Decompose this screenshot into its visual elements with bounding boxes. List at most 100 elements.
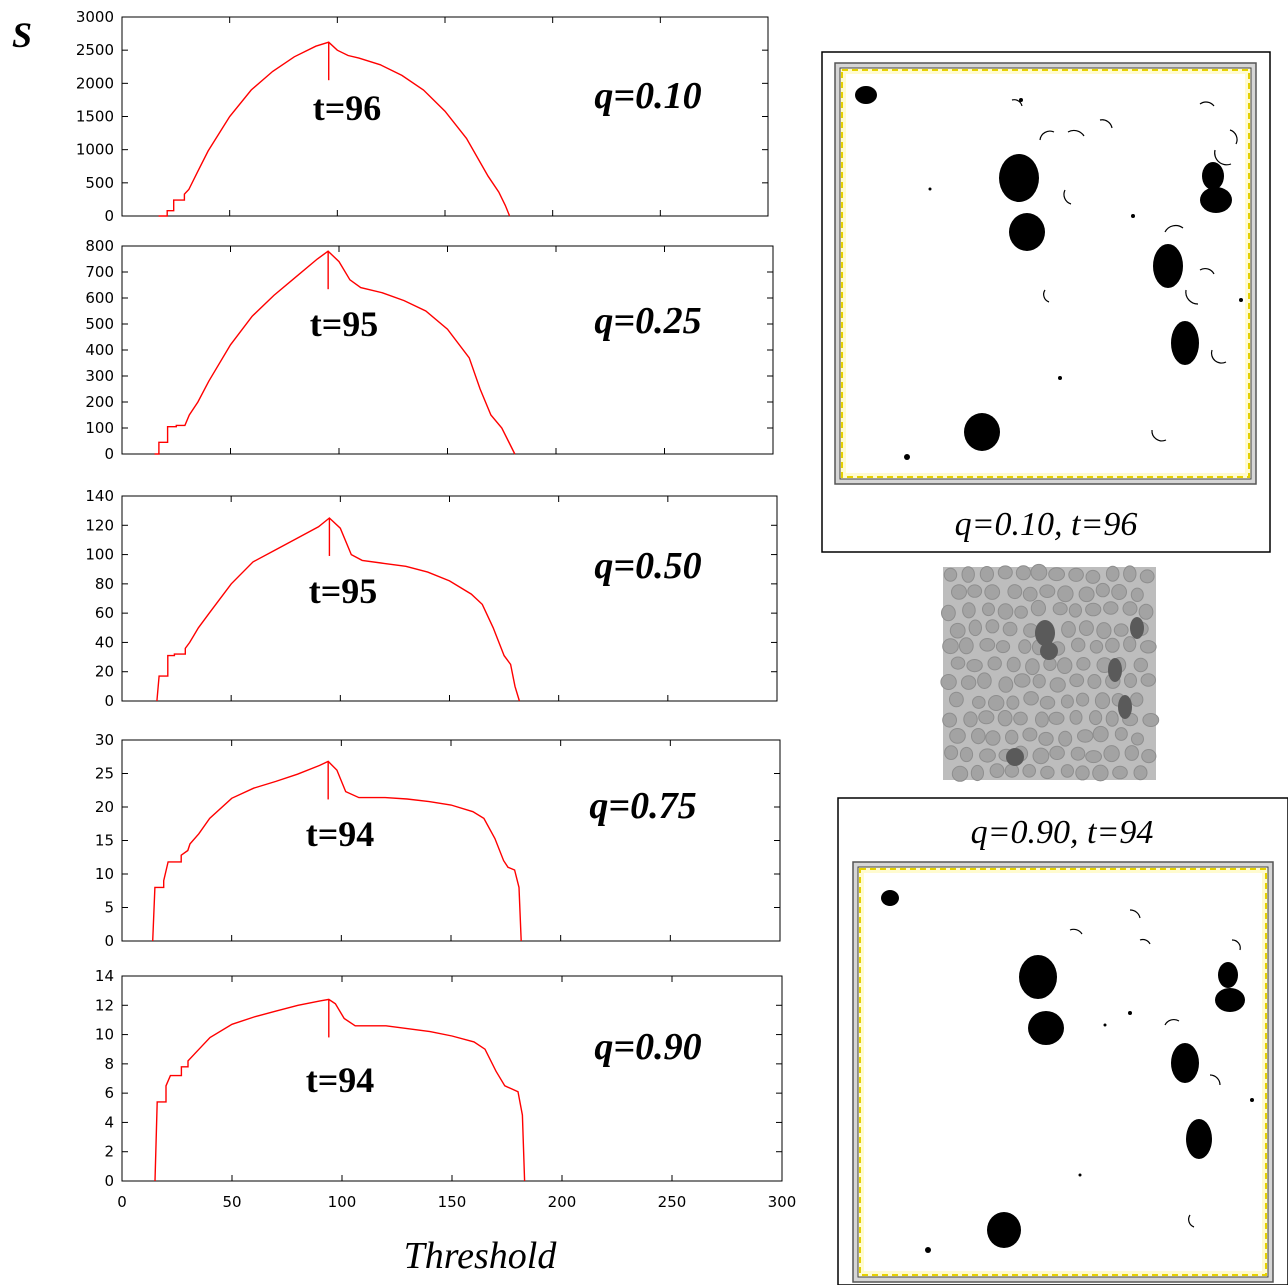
red-blood-cell <box>985 730 1001 746</box>
red-blood-cell <box>978 710 995 725</box>
threshold-annotation: t=94 <box>306 814 375 854</box>
red-blood-cell <box>989 763 1005 778</box>
red-blood-cell <box>1142 713 1160 727</box>
y-tick-label: 600 <box>85 289 114 307</box>
red-blood-cell <box>997 565 1013 580</box>
y-tick-label: 15 <box>95 832 114 850</box>
y-tick-label: 60 <box>95 604 114 622</box>
red-blood-cell <box>1122 601 1138 616</box>
cell-blob <box>987 1212 1021 1248</box>
red-blood-cell <box>1105 710 1119 727</box>
red-blood-cell <box>972 695 986 709</box>
red-blood-cell <box>1006 656 1021 673</box>
plot-frame <box>121 975 783 1182</box>
y-tick-label: 500 <box>85 315 114 333</box>
cell-blob <box>1200 187 1232 213</box>
red-blood-cell <box>977 672 992 690</box>
red-blood-cell <box>1004 763 1020 778</box>
red-blood-cell <box>1105 565 1120 582</box>
binary-panel-top-caption: q=0.10, t=96 <box>955 506 1138 543</box>
red-blood-cell <box>1078 620 1094 636</box>
micrograph-background <box>943 567 1156 780</box>
red-blood-cell <box>1057 657 1073 674</box>
plot-frame <box>121 495 778 702</box>
red-blood-cell <box>1060 694 1074 709</box>
red-blood-cell <box>1006 695 1020 710</box>
red-blood-cell <box>1096 622 1112 640</box>
red-blood-cell <box>1048 567 1065 582</box>
cell-blob <box>881 890 899 906</box>
chart-panel-3: 0 20 40 60 80 100 120 140 t=95 q=0.50 <box>85 487 778 710</box>
threshold-annotation: t=96 <box>313 88 382 128</box>
red-blood-cell <box>1030 599 1047 617</box>
y-tick-label: 2000 <box>76 74 114 92</box>
red-blood-cell <box>1022 727 1038 742</box>
red-blood-cell <box>1069 673 1085 688</box>
y-tick-label: 1000 <box>76 141 114 159</box>
y-tick-label: 0 <box>104 692 114 710</box>
y-tick-label: 120 <box>85 516 114 534</box>
y-tick-label: 1500 <box>76 108 114 126</box>
micrograph-red-cells <box>940 563 1160 782</box>
red-blood-cell <box>1140 673 1157 687</box>
x-tick-label: 100 <box>328 1193 357 1211</box>
red-blood-cell <box>1023 691 1039 706</box>
q-annotation: q=0.25 <box>594 300 701 342</box>
red-blood-cell <box>1130 587 1144 602</box>
y-tick-label: 800 <box>85 237 114 255</box>
red-blood-cell <box>1040 765 1055 780</box>
red-blood-cell <box>942 712 957 728</box>
red-blood-cell <box>968 619 982 637</box>
red-blood-cell <box>1032 747 1050 765</box>
red-blood-cell <box>1133 657 1149 673</box>
red-blood-cell <box>998 676 1014 693</box>
red-blood-cell <box>1068 567 1084 582</box>
red-blood-cell <box>1049 677 1066 693</box>
x-tick-label: 300 <box>768 1193 797 1211</box>
binary-panel-bottom: q=0.90, t=94 <box>837 797 1288 1285</box>
cell-blob <box>1218 962 1238 988</box>
y-tick-label: 40 <box>95 633 114 651</box>
x-tick-label: 50 <box>222 1193 241 1211</box>
y-tick-label: 0 <box>104 932 114 950</box>
red-blood-cell <box>1032 674 1046 689</box>
red-blood-cell <box>1061 621 1076 638</box>
red-blood-cell <box>1071 637 1086 653</box>
q-annotation: q=0.75 <box>589 785 696 827</box>
chart-panel-2: 0 100 200 300 400 500 600 700 800 t=95 q=0.25 <box>85 237 774 463</box>
y-tick-label: 140 <box>85 487 114 505</box>
red-blood-cell <box>1111 584 1127 600</box>
binary-image-bottom-blobs <box>881 890 1254 1253</box>
y-tick-label: 10 <box>95 865 114 883</box>
binary-image-bottom <box>864 873 1262 1271</box>
y-tick-label: 3000 <box>76 8 114 26</box>
red-blood-cell <box>962 602 976 619</box>
chart-panel-1: 0 500 1000 1500 2000 2500 3000 t=96 q=0.10 <box>76 8 769 225</box>
red-blood-cell <box>1069 710 1083 725</box>
y-tick-label: 400 <box>85 341 114 359</box>
red-blood-cell <box>961 566 975 583</box>
cell-blob <box>1186 1119 1212 1159</box>
red-blood-cell <box>1124 673 1137 688</box>
red-blood-cell <box>1085 569 1101 584</box>
y-tick-label: 200 <box>85 393 114 411</box>
red-blood-cell <box>943 567 958 582</box>
red-blood-cell <box>1141 749 1157 764</box>
cell-blob <box>1215 988 1245 1012</box>
red-blood-cell <box>960 675 977 690</box>
red-blood-cell <box>949 691 964 708</box>
y-tick-label: 12 <box>95 996 114 1014</box>
y-tick-label: 2 <box>104 1143 114 1161</box>
red-blood-cell <box>967 584 983 598</box>
red-blood-cell <box>1133 765 1148 781</box>
red-blood-cell <box>1035 711 1049 728</box>
cell-blob <box>1028 1011 1064 1045</box>
red-blood-cell <box>1076 657 1091 671</box>
red-blood-cell <box>1140 640 1157 654</box>
red-blood-cell <box>951 765 969 782</box>
red-blood-cell <box>1089 640 1104 654</box>
micrograph-stained-cells <box>1006 617 1144 766</box>
red-blood-cell <box>971 728 986 745</box>
y-tick-label: 100 <box>85 419 114 437</box>
